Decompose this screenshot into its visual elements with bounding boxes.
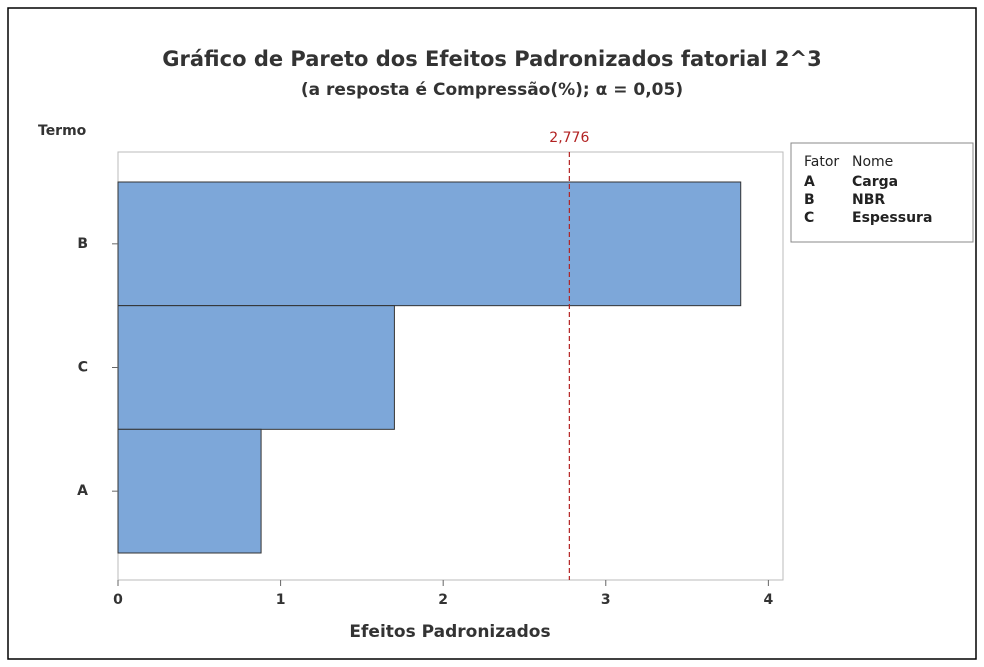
legend-cell: Carga [852, 174, 898, 190]
chart-subtitle: (a resposta é Compressão(%); α = 0,05) [301, 80, 683, 100]
legend-header: Nome [852, 154, 893, 170]
bar [117, 428, 262, 554]
y-tick-label: B [77, 236, 88, 252]
x-tick-label: 3 [601, 592, 611, 608]
legend-cell: B [804, 192, 815, 208]
reference-label: 2,776 [549, 130, 589, 146]
legend-cell: A [804, 174, 815, 190]
x-tick-label: 4 [763, 592, 773, 608]
legend-cell: NBR [852, 192, 885, 208]
legend-cell: Espessura [852, 210, 932, 226]
chart-title: Gráfico de Pareto dos Efeitos Padronizad… [162, 47, 821, 71]
x-axis-label: Efeitos Padronizados [349, 622, 550, 642]
legend-frame [790, 142, 974, 243]
bar [117, 181, 742, 307]
bar [117, 305, 395, 430]
y-axis-label: Termo [38, 123, 87, 139]
outer-frame [7, 7, 977, 660]
y-tick-label: C [78, 360, 88, 376]
legend-cell: C [804, 210, 814, 226]
x-tick-label: 2 [438, 592, 448, 608]
legend-header: Fator [804, 154, 839, 170]
y-tick-label: A [77, 483, 88, 499]
x-tick-label: 1 [276, 592, 286, 608]
x-tick-label: 0 [113, 592, 123, 608]
